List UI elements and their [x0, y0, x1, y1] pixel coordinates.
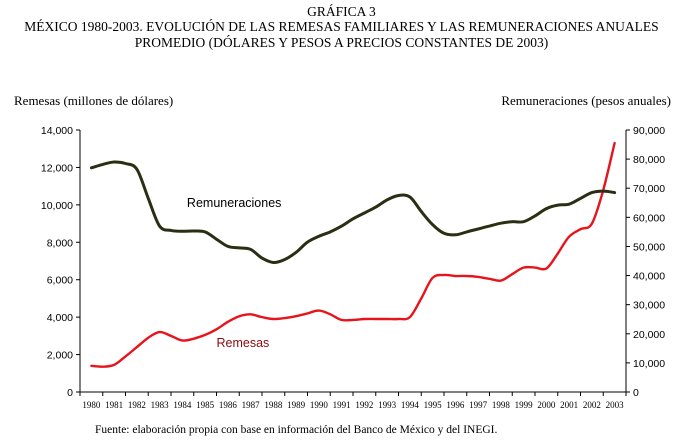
x-tick-label: 1995 [424, 400, 443, 410]
remesas-label: Remesas [217, 336, 270, 350]
chart-title-line-2: PROMEDIO (DÓLARES Y PESOS A PRECIOS CONS… [134, 35, 549, 50]
source-note: Fuente: elaboración propia con base en i… [95, 424, 498, 436]
left-tick-label: 8,000 [47, 237, 73, 249]
x-tick-label: 1997 [469, 400, 488, 410]
remesas-line [90, 141, 616, 368]
x-tick-label: 1999 [515, 400, 534, 410]
x-tick-label: 1988 [264, 400, 283, 410]
right-axis-title: Remuneraciones (pesos anuales) [501, 93, 671, 108]
right-tick-label: 10,000 [633, 358, 665, 370]
right-tick-label: 30,000 [633, 300, 665, 312]
right-tick-label: 90,000 [633, 125, 665, 137]
left-axis-title: Remesas (millones de dólares) [14, 93, 174, 108]
x-tick-label: 1983 [151, 400, 170, 410]
remuneraciones-label: Remuneraciones [187, 196, 281, 210]
x-tick-label: 1996 [446, 400, 465, 410]
left-tick-label: 4,000 [47, 312, 73, 324]
remuneraciones-line [89, 160, 617, 265]
figure-label: GRÁFICA 3 [307, 4, 376, 19]
right-tick-label: 20,000 [633, 329, 665, 341]
x-tick-label: 1994 [401, 400, 420, 410]
right-tick-label: 70,000 [633, 183, 665, 195]
x-tick-label: 1982 [128, 400, 146, 410]
right-tick-label: 50,000 [633, 241, 665, 253]
x-tick-label: 1980 [82, 400, 101, 410]
right-tick-label: 60,000 [633, 212, 665, 224]
x-tick-label: 1985 [196, 400, 215, 410]
right-tick-label: 80,000 [633, 154, 665, 166]
x-tick-label: 1991 [333, 400, 351, 410]
x-tick-label: 2002 [583, 400, 601, 410]
x-tick-label: 1989 [287, 400, 306, 410]
right-tick-label: 0 [633, 387, 639, 399]
x-tick-label: 1981 [105, 400, 123, 410]
x-tick-label: 1986 [219, 400, 238, 410]
left-tick-label: 14,000 [41, 125, 73, 137]
x-tick-label: 1984 [173, 400, 192, 410]
chart-title-line-1: MÉXICO 1980-2003. EVOLUCIÓN DE LAS REMES… [24, 19, 659, 34]
x-tick-label: 1990 [310, 400, 329, 410]
left-tick-label: 0 [67, 387, 73, 399]
chart-series-labels: Remuneraciones Remesas [187, 196, 281, 350]
right-tick-label: 40,000 [633, 271, 665, 283]
chart-axes: 0 2,000 4,000 6,000 8,000 10,000 12,000 14,000 0… [41, 125, 665, 410]
left-tick-label: 2,000 [47, 350, 73, 362]
x-tick-label: 1992 [355, 400, 373, 410]
left-tick-label: 6,000 [47, 275, 73, 287]
x-tick-label: 1987 [242, 400, 261, 410]
x-tick-label: 2003 [606, 400, 625, 410]
x-tick-label: 2001 [560, 400, 578, 410]
x-tick-label: 2000 [537, 400, 556, 410]
left-tick-label: 10,000 [41, 200, 73, 212]
x-tick-label: 1993 [378, 400, 397, 410]
chart-series [89, 141, 617, 368]
x-tick-label: 1998 [492, 400, 511, 410]
left-tick-label: 12,000 [41, 162, 73, 174]
